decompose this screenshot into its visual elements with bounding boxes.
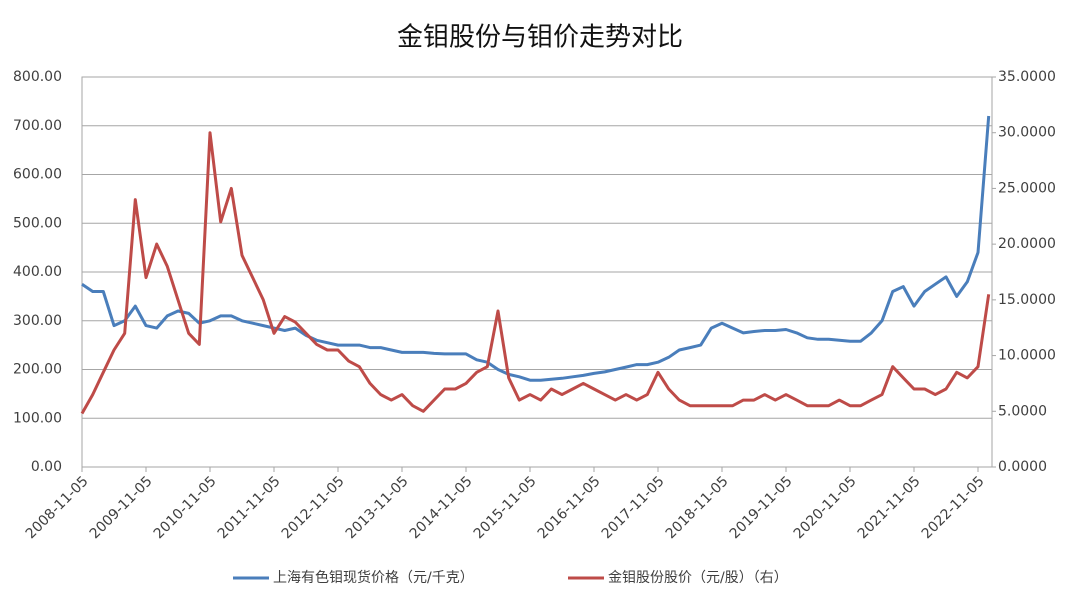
y-tick-label: 0.00 [31, 459, 62, 475]
y2-tick-label: 0.0000 [998, 459, 1047, 475]
y2-tick-label: 10.0000 [998, 348, 1056, 364]
y-tick-label: 200.00 [13, 362, 62, 378]
y2-tick-label: 5.0000 [998, 403, 1047, 419]
y2-tick-label: 25.0000 [998, 180, 1056, 196]
y2-tick-label: 35.0000 [998, 69, 1056, 85]
y2-tick-label: 20.0000 [998, 236, 1056, 252]
y-tick-label: 300.00 [13, 313, 62, 329]
y2-tick-label: 30.0000 [998, 125, 1056, 141]
y-tick-label: 800.00 [13, 69, 62, 85]
y2-tick-label: 15.0000 [998, 292, 1056, 308]
legend-label: 金钼股份股价（元/股）（右） [608, 570, 788, 586]
y-tick-label: 400.00 [13, 264, 62, 280]
series-line [80, 131, 991, 415]
series-line [81, 115, 991, 382]
chart-title: 金钼股份与钼价走势对比 [397, 23, 683, 53]
y-tick-label: 100.00 [13, 410, 62, 426]
legend-label: 上海有色钼现货价格（元/千克） [273, 569, 474, 586]
plot-frame [81, 76, 993, 468]
y-tick-label: 600.00 [13, 167, 62, 183]
y-tick-label: 700.00 [13, 118, 62, 134]
y-tick-label: 500.00 [13, 215, 62, 231]
